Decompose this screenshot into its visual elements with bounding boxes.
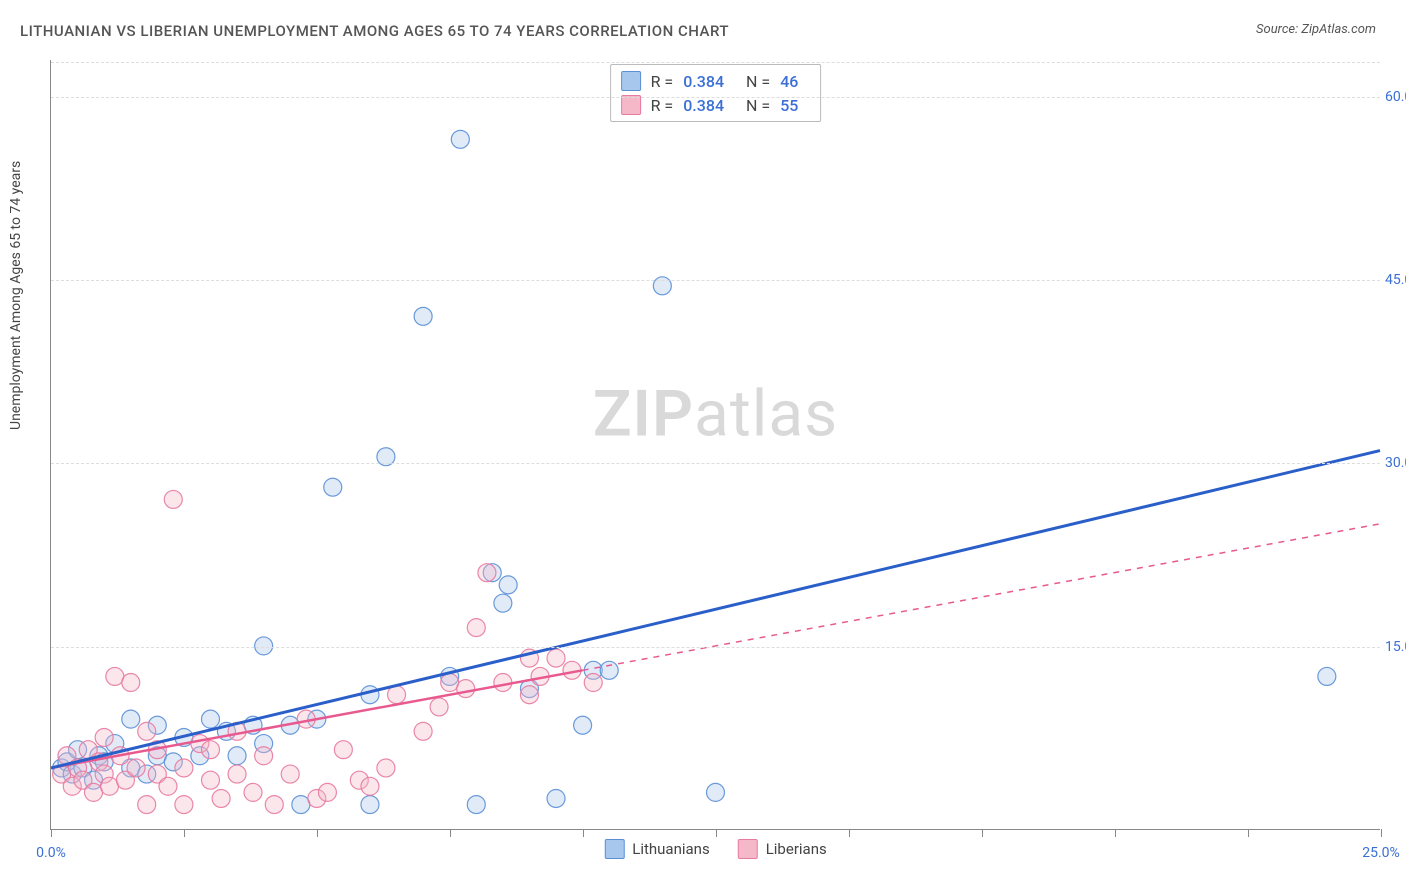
data-point: [457, 680, 475, 698]
data-point: [584, 674, 602, 692]
data-point: [100, 777, 118, 795]
data-point: [547, 789, 565, 807]
x-tick: [184, 829, 185, 837]
source-attribution: Source: ZipAtlas.com: [1256, 22, 1376, 37]
data-point: [122, 674, 140, 692]
y-tick-label: 60.0%: [1385, 89, 1406, 105]
gridline: [51, 463, 1380, 464]
x-tick: [450, 829, 451, 837]
data-point: [228, 747, 246, 765]
x-tick: [716, 829, 717, 837]
data-point: [334, 741, 352, 759]
data-point: [574, 716, 592, 734]
y-tick-label: 15.0%: [1385, 639, 1406, 655]
legend-label: Liberians: [766, 840, 827, 858]
data-point: [499, 576, 517, 594]
chart-svg: [51, 60, 1380, 829]
data-point: [228, 765, 246, 783]
data-point: [95, 728, 113, 746]
gridline: [51, 280, 1380, 281]
data-point: [600, 661, 618, 679]
data-point: [377, 759, 395, 777]
data-point: [451, 130, 469, 148]
gridline: [51, 62, 1380, 63]
data-point: [324, 478, 342, 496]
gridline: [51, 97, 1380, 98]
data-point: [361, 796, 379, 814]
data-point: [361, 777, 379, 795]
data-point: [547, 649, 565, 667]
x-tick: [317, 829, 318, 837]
legend-swatch: [604, 839, 624, 859]
trend-line: [51, 451, 1380, 768]
data-point: [138, 722, 156, 740]
gridline: [51, 647, 1380, 648]
x-tick: [51, 829, 52, 837]
data-point: [467, 796, 485, 814]
data-point: [122, 710, 140, 728]
data-point: [201, 771, 219, 789]
data-point: [414, 722, 432, 740]
data-point: [281, 765, 299, 783]
y-tick-label: 30.0%: [1385, 455, 1406, 471]
data-point: [127, 759, 145, 777]
legend-swatch: [738, 839, 758, 859]
chart-title: LITHUANIAN VS LIBERIAN UNEMPLOYMENT AMON…: [20, 22, 729, 40]
y-tick-label: 45.0%: [1385, 272, 1406, 288]
x-tick: [982, 829, 983, 837]
x-tick-label: 25.0%: [1362, 845, 1400, 861]
y-axis-label: Unemployment Among Ages 65 to 74 years: [8, 161, 24, 430]
x-tick: [849, 829, 850, 837]
data-point: [494, 674, 512, 692]
plot-area: ZIPatlas R = 0.384N = 46R = 0.384N = 55 …: [50, 60, 1380, 830]
data-point: [1318, 667, 1336, 685]
data-point: [175, 759, 193, 777]
data-point: [414, 307, 432, 325]
data-point: [138, 796, 156, 814]
x-tick: [583, 829, 584, 837]
data-point: [318, 783, 336, 801]
data-point: [85, 783, 103, 801]
legend-item: Liberians: [738, 839, 827, 859]
data-point: [494, 594, 512, 612]
x-tick: [1248, 829, 1249, 837]
data-point: [520, 686, 538, 704]
data-point: [201, 741, 219, 759]
data-point: [106, 667, 124, 685]
legend-label: Lithuanians: [632, 840, 709, 858]
x-tick-label: 0.0%: [36, 845, 66, 861]
data-point: [159, 777, 177, 795]
series-legend: Lithuanians Liberians: [604, 839, 826, 859]
data-point: [201, 710, 219, 728]
data-point: [467, 619, 485, 637]
x-tick: [1115, 829, 1116, 837]
legend-item: Lithuanians: [604, 839, 709, 859]
data-point: [212, 789, 230, 807]
data-point: [164, 490, 182, 508]
x-tick: [1381, 829, 1382, 837]
data-point: [244, 783, 262, 801]
data-point: [255, 747, 273, 765]
data-point: [707, 783, 725, 801]
data-point: [430, 698, 448, 716]
data-point: [478, 564, 496, 582]
data-point: [292, 796, 310, 814]
data-point: [441, 674, 459, 692]
data-point: [265, 796, 283, 814]
data-point: [175, 796, 193, 814]
